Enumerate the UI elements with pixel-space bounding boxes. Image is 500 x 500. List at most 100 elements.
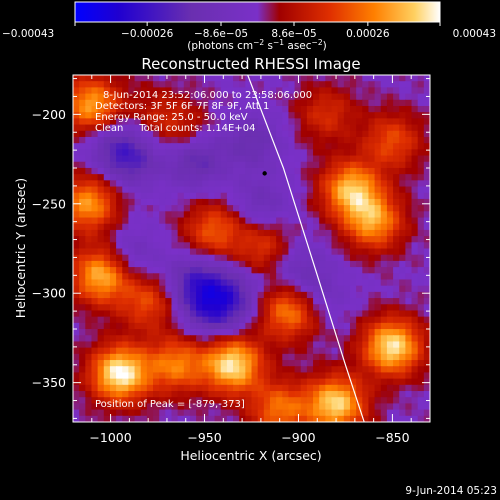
heatmap-cell <box>208 112 216 119</box>
x-axis-label: Heliocentric X (arcsec) <box>180 448 321 463</box>
heatmap-cell <box>343 161 351 169</box>
heatmap-cell <box>423 81 430 88</box>
heatmap-cell <box>134 273 142 281</box>
heatmap-cell <box>214 304 222 312</box>
heatmap-cell <box>239 112 246 119</box>
heatmap-cell <box>411 223 419 231</box>
heatmap-cell <box>116 149 123 157</box>
heatmap-cell <box>288 335 296 343</box>
heatmap-cell <box>276 260 283 268</box>
heatmap-cell <box>313 143 320 150</box>
heatmap-cell <box>276 285 283 293</box>
heatmap-cell <box>220 75 228 82</box>
heatmap-cell <box>399 105 406 113</box>
heatmap-cell <box>313 254 320 262</box>
heatmap-cell <box>313 155 320 163</box>
heatmap-cell <box>177 310 185 318</box>
heatmap-cell <box>233 217 240 225</box>
heatmap-cell <box>374 186 382 194</box>
heatmap-cell <box>171 192 179 200</box>
heatmap-cell <box>140 198 148 206</box>
heatmap-cell <box>368 105 376 113</box>
heatmap-cell <box>109 236 117 243</box>
heatmap-cell <box>251 353 259 361</box>
heatmap-cell <box>343 124 351 132</box>
heatmap-cell <box>251 360 259 367</box>
heatmap-cell <box>251 223 259 231</box>
heatmap-cell <box>325 198 333 206</box>
heatmap-cell <box>325 341 333 349</box>
heatmap-cell <box>128 99 136 107</box>
heatmap-cell <box>189 242 197 250</box>
heatmap-cell <box>325 99 333 107</box>
heatmap-cell <box>134 149 142 157</box>
heatmap-cell <box>202 81 210 88</box>
heatmap-cell <box>380 335 388 343</box>
heatmap-cell <box>288 273 296 281</box>
heatmap-cell <box>263 205 271 212</box>
heatmap-cell <box>208 124 216 132</box>
heatmap-cell <box>380 93 388 101</box>
heatmap-cell <box>116 341 123 349</box>
heatmap-cell <box>319 409 326 417</box>
heatmap-cell <box>294 112 302 119</box>
heatmap-cell <box>331 130 339 138</box>
heatmap-cell <box>269 192 277 200</box>
heatmap-cell <box>423 391 430 398</box>
heatmap-cell <box>146 223 154 231</box>
heatmap-cell <box>245 161 253 169</box>
heatmap-cell <box>356 124 363 132</box>
heatmap-cell <box>97 267 105 274</box>
heatmap-cell <box>183 242 191 250</box>
heatmap-cell <box>276 341 283 349</box>
heatmap-cell <box>239 335 246 343</box>
heatmap-cell <box>276 366 283 374</box>
x-tick-label: −850 <box>375 430 409 445</box>
heatmap-cell <box>214 149 222 157</box>
heatmap-cell <box>343 329 351 336</box>
heatmap-cell <box>73 93 80 101</box>
heatmap-cell <box>202 353 210 361</box>
colorbar <box>74 1 441 23</box>
heatmap-cell <box>313 118 320 126</box>
heatmap-cell <box>85 112 93 119</box>
heatmap-cell <box>122 99 129 107</box>
heatmap-cell <box>288 155 296 163</box>
heatmap-cell <box>245 112 253 119</box>
colorbar-ticks <box>74 22 441 26</box>
heatmap-cell <box>134 229 142 237</box>
heatmap-cell <box>85 136 93 144</box>
heatmap-cell <box>208 236 216 243</box>
heatmap-cell <box>380 242 388 250</box>
heatmap-cell <box>282 198 290 206</box>
heatmap-cell <box>405 279 413 287</box>
heatmap-cell <box>417 180 425 188</box>
heatmap-cell <box>134 87 142 95</box>
heatmap-cell <box>276 211 283 219</box>
heatmap-cell <box>226 329 234 336</box>
heatmap-cell <box>356 136 363 144</box>
heatmap-cell <box>239 211 246 219</box>
heatmap-cell <box>411 167 419 175</box>
heatmap-cell <box>159 310 166 318</box>
heatmap-cell <box>269 124 277 132</box>
heatmap-cell <box>263 384 271 392</box>
heatmap-cell <box>103 161 111 169</box>
heatmap-cell <box>73 260 80 268</box>
y-tick-label: −300 <box>32 286 66 301</box>
heatmap-cell <box>122 335 129 343</box>
heatmap-cell <box>214 335 222 343</box>
heatmap-cell <box>257 229 265 237</box>
heatmap-cell <box>349 291 357 299</box>
heatmap-cell <box>337 291 345 299</box>
heatmap-cell <box>85 236 93 243</box>
heatmap-cell <box>288 260 296 268</box>
heatmap-cell <box>85 360 93 367</box>
heatmap-cell <box>251 298 259 305</box>
heatmap-cell <box>300 93 308 101</box>
heatmap-cell <box>239 310 246 318</box>
heatmap-cell <box>325 403 333 411</box>
heatmap-cell <box>306 291 314 299</box>
heatmap-cell <box>349 130 357 138</box>
heatmap-cell <box>393 347 400 355</box>
